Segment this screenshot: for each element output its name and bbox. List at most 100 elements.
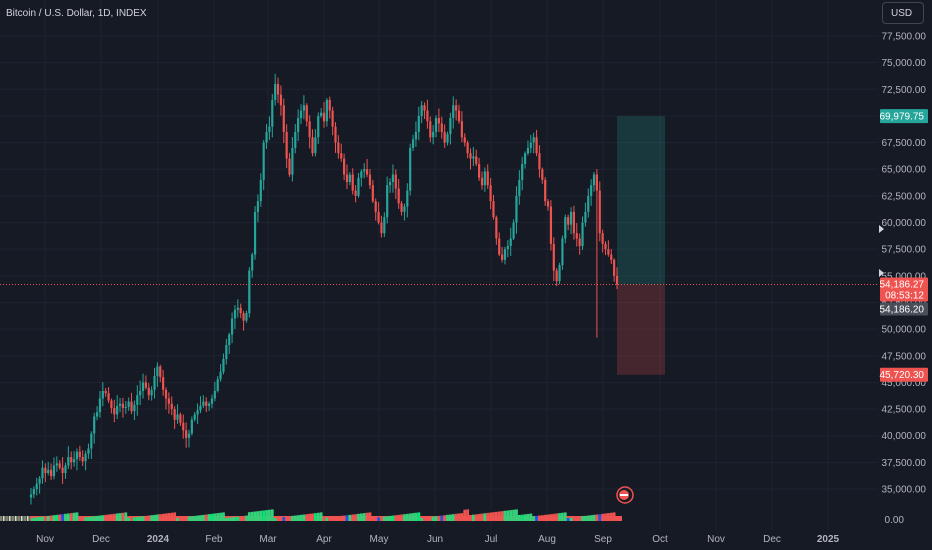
indicator-bar bbox=[173, 512, 177, 521]
price-tick-label: 65,000.00 bbox=[882, 165, 927, 176]
event-flag-icon[interactable] bbox=[616, 486, 634, 504]
candle-body bbox=[377, 211, 380, 223]
indicator-bar bbox=[561, 512, 564, 521]
indicator-bar bbox=[4, 516, 5, 521]
candle-body bbox=[288, 158, 291, 175]
indicator-bar bbox=[325, 517, 329, 521]
indicator-bar bbox=[153, 514, 156, 521]
candle-body bbox=[268, 126, 271, 132]
indicator-bar bbox=[291, 515, 294, 521]
indicator-bar bbox=[336, 516, 340, 521]
indicator-bar bbox=[239, 516, 243, 521]
time-axis[interactable]: Nov Dec 2024 Feb Mar Apr May Jun Jul Aug Sep Oct Nov… bbox=[36, 534, 839, 545]
indicator-bar bbox=[604, 513, 607, 521]
candle-body bbox=[50, 469, 53, 477]
candle-body bbox=[95, 412, 99, 417]
indicator-bar bbox=[7, 516, 8, 521]
indicator-bar bbox=[520, 514, 524, 521]
candle-body bbox=[541, 169, 544, 180]
indicator-bar bbox=[26, 516, 27, 521]
candlestick-series bbox=[29, 73, 619, 505]
candle-body bbox=[159, 366, 162, 378]
indicator-bar bbox=[500, 511, 504, 521]
candle-body bbox=[423, 105, 426, 111]
indicator-bar bbox=[259, 510, 263, 521]
indicator-bar bbox=[296, 515, 300, 521]
candle-body bbox=[199, 405, 202, 411]
indicator-bar bbox=[526, 513, 530, 521]
indicator-bar bbox=[342, 515, 346, 521]
indicator-bar bbox=[391, 515, 395, 521]
indicator-bar bbox=[196, 515, 200, 521]
candle-body bbox=[515, 195, 518, 223]
candle-body bbox=[41, 467, 44, 479]
candle-body bbox=[572, 211, 576, 234]
indicator-bar bbox=[18, 516, 19, 521]
indicator-bar bbox=[201, 514, 205, 521]
indicator-bar bbox=[49, 515, 53, 521]
indicator-bar bbox=[299, 514, 303, 521]
indicator-bar bbox=[0, 516, 1, 521]
candle-body bbox=[469, 153, 472, 159]
candle-body bbox=[202, 401, 205, 406]
position-stop-zone bbox=[617, 284, 665, 375]
indicator-bar bbox=[150, 515, 154, 521]
indicator-bar bbox=[17, 516, 18, 521]
candle-body bbox=[394, 174, 397, 189]
candle-body bbox=[512, 222, 515, 239]
symbol-title: Bitcoin / U.S. Dollar, 1D, INDEX bbox=[6, 8, 147, 19]
candle-body bbox=[506, 245, 509, 250]
candle-body bbox=[575, 233, 578, 239]
candle-body bbox=[325, 99, 328, 122]
indicator-bar bbox=[230, 517, 234, 521]
indicator-bar bbox=[207, 514, 211, 521]
candle-body bbox=[357, 177, 360, 196]
candle-body bbox=[242, 313, 245, 321]
indicator-bar bbox=[365, 512, 369, 521]
indicator-bar bbox=[515, 509, 518, 521]
indicator-bar bbox=[78, 518, 82, 521]
candle-body bbox=[417, 115, 420, 132]
candle-body bbox=[558, 265, 561, 282]
stop-price-tag-bg bbox=[880, 367, 928, 382]
target-price-tag-bg bbox=[880, 109, 928, 124]
candle-body bbox=[429, 121, 432, 138]
indicator-bar bbox=[385, 516, 389, 521]
candle-body bbox=[139, 390, 142, 396]
candle-body bbox=[121, 403, 125, 408]
indicator-bar bbox=[43, 516, 47, 521]
candle-body bbox=[343, 158, 346, 175]
indicator-bar bbox=[193, 515, 197, 521]
indicator-bar bbox=[64, 513, 67, 521]
candle-body bbox=[434, 118, 438, 132]
indicator-bar bbox=[233, 516, 237, 521]
indicator-bar bbox=[138, 516, 142, 521]
candle-body bbox=[397, 188, 400, 204]
indicator-bar bbox=[187, 516, 191, 521]
indicator-bar bbox=[446, 514, 449, 521]
candle-body bbox=[523, 153, 527, 164]
candle-body bbox=[153, 376, 156, 390]
indicator-bar bbox=[497, 511, 501, 521]
secondary-price-tag: 54,186.20 bbox=[880, 304, 925, 315]
candle-body bbox=[351, 174, 354, 191]
indicator-bar bbox=[8, 516, 9, 521]
indicator-bar bbox=[112, 513, 116, 521]
candle-body bbox=[363, 169, 366, 172]
long-position-tool[interactable] bbox=[0, 116, 878, 375]
candle-body bbox=[544, 179, 547, 202]
candle-body bbox=[449, 118, 452, 135]
candle-body bbox=[248, 270, 251, 314]
indicator-bar bbox=[210, 513, 214, 521]
currency-button[interactable]: USD bbox=[882, 2, 924, 24]
candle-body bbox=[75, 451, 79, 460]
indicator-bar bbox=[540, 515, 544, 521]
candle-body bbox=[317, 115, 320, 138]
indicator-zero-label: 0.00 bbox=[885, 515, 905, 526]
indicator-bar bbox=[66, 513, 70, 521]
candle-body bbox=[460, 121, 463, 138]
candle-body bbox=[110, 400, 113, 408]
candle-body bbox=[150, 389, 153, 396]
